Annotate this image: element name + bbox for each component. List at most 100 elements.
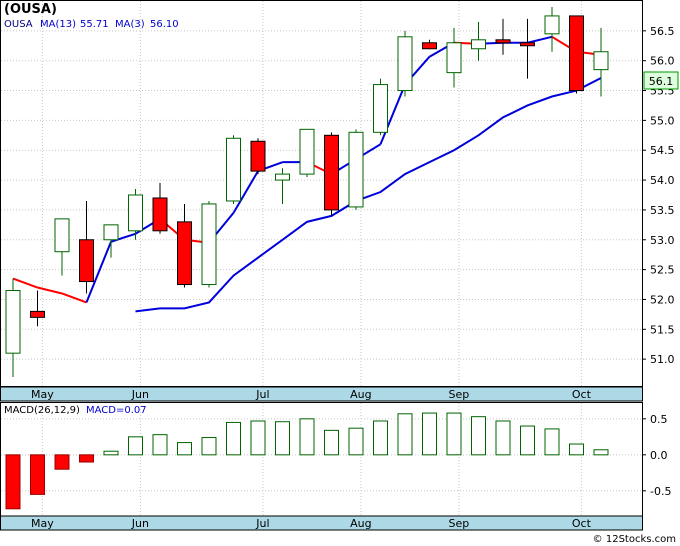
candle-body: [275, 173, 290, 181]
price-ytick-label: 52.0: [650, 293, 675, 306]
ma3-segment: [379, 84, 406, 145]
macd-ytick-label: -0.5: [650, 485, 671, 498]
macd-bar: [201, 437, 217, 456]
x-label-aug: Aug: [350, 388, 371, 401]
macd-bar: [103, 450, 119, 456]
ma3-segment: [61, 292, 87, 304]
candle: [373, 78, 388, 136]
price-ytick-label: 55.0: [650, 114, 675, 127]
candle-body: [177, 221, 192, 286]
price-ytick-label: 56.5: [650, 25, 675, 38]
ma3-segment: [527, 35, 553, 44]
candle-body: [471, 39, 486, 50]
candle-body: [569, 15, 584, 92]
x-label-jun: Jun: [131, 517, 149, 530]
candle: [324, 132, 339, 216]
ma13-line-group: [135, 77, 602, 313]
macd-bar: [348, 427, 364, 456]
macd-ytick-label: 0.5: [650, 413, 668, 426]
ma13-line: [135, 77, 602, 313]
candle-body: [520, 42, 535, 47]
candle-body: [544, 15, 560, 35]
candle-body: [30, 310, 45, 318]
candle: [54, 218, 70, 276]
price-ytick-label: 56.0: [650, 55, 675, 68]
legend-ma13-value: 55.71: [80, 19, 109, 30]
price-ytick-label: 51.5: [650, 323, 675, 336]
candle: [79, 200, 94, 294]
candle: [446, 27, 462, 88]
candle: [348, 129, 364, 210]
macd-bar: [275, 421, 290, 456]
candle-body: [495, 39, 511, 44]
macd-x-labels: May Jun Jul Aug Sep Oct: [31, 517, 592, 530]
current-price-box: [643, 71, 679, 90]
legend-symbol: OUSA: [4, 19, 33, 30]
macd-y-ticks: 0.5 0.0 -0.5: [642, 413, 671, 498]
candle-body: [397, 36, 413, 92]
macd-bar: [54, 454, 70, 470]
x-label-may: May: [31, 388, 54, 401]
macd-bar: [471, 416, 486, 456]
legend-ma3-value: 56.10: [150, 19, 179, 30]
candle-body: [593, 51, 609, 71]
candle: [520, 18, 535, 79]
candle: [250, 138, 266, 175]
candle: [422, 39, 437, 50]
x-label-jul: Jul: [255, 517, 269, 530]
candle-body: [128, 194, 143, 232]
candle: [569, 15, 584, 94]
macd-bar: [373, 420, 388, 456]
macd-bar: [177, 442, 192, 456]
candle: [103, 224, 119, 258]
x-label-jul: Jul: [255, 388, 269, 401]
price-ytick-label: 53.5: [650, 204, 675, 217]
ma3-segment: [12, 277, 38, 289]
macd-bar: [324, 429, 339, 456]
macd-x-axis-strip: [0, 515, 643, 531]
candle-body: [348, 131, 364, 208]
legend-ma3-label: MA(3): [115, 19, 145, 30]
macd-bar: [544, 428, 560, 456]
x-label-aug: Aug: [350, 517, 371, 530]
candle: [397, 30, 413, 97]
candle: [299, 128, 315, 178]
price-ytick-label: 54.5: [650, 144, 675, 157]
candle-body: [201, 203, 217, 286]
candle: [471, 21, 486, 61]
macd-bar: [593, 449, 609, 456]
candle: [544, 6, 560, 52]
price-ytick-label: 54.0: [650, 174, 675, 187]
price-x-axis-strip: [0, 386, 643, 402]
ma3-segment: [85, 241, 112, 303]
candle: [5, 278, 21, 378]
candle: [30, 290, 45, 327]
candle-body: [79, 239, 94, 283]
price-x-labels: May Jun Jul Aug Sep Oct: [31, 388, 592, 401]
macd-bar: [30, 454, 45, 495]
macd-bar: [569, 443, 584, 456]
macd-bar: [152, 434, 168, 456]
candle: [593, 27, 609, 97]
candle-body: [5, 289, 21, 354]
macd-bar: [446, 412, 462, 456]
current-price-label: 56.1: [649, 75, 674, 88]
x-label-sep: Sep: [449, 517, 470, 530]
candle-body: [54, 218, 70, 253]
x-label-jun: Jun: [131, 388, 149, 401]
candle: [177, 203, 192, 288]
macd-bar: [422, 412, 437, 456]
macd-bar: [397, 413, 413, 456]
candle-body: [324, 134, 339, 211]
macd-bar: [520, 425, 535, 456]
candle: [152, 183, 168, 234]
candle-body: [250, 140, 266, 172]
candles-group: [5, 6, 609, 378]
candle-body: [103, 224, 119, 241]
x-label-may: May: [31, 517, 54, 530]
price-ytick-label: 52.5: [650, 264, 675, 277]
candle-body: [422, 42, 437, 50]
price-grid: [1, 1, 642, 386]
candle: [128, 189, 143, 240]
